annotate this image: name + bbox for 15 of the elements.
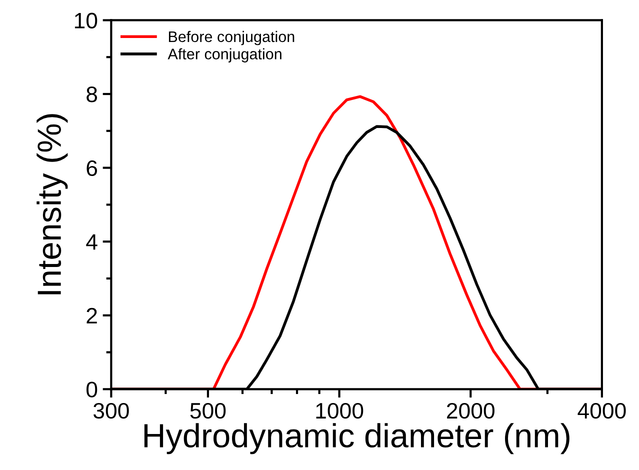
y-tick-label: 8 <box>86 86 98 102</box>
y-tick-label: 6 <box>86 160 98 176</box>
x-tick-label: 500 <box>190 402 226 419</box>
x-tick-label: 2000 <box>447 402 494 419</box>
legend-label: After conjugation <box>168 48 282 62</box>
x-tick-label: 300 <box>93 402 129 419</box>
x-tick-label: 4000 <box>578 402 626 419</box>
y-tick-label: 2 <box>86 308 97 324</box>
y-tick-label: 10 <box>74 12 98 28</box>
legend-label: Before conjugation <box>168 30 294 46</box>
x-tick-label: 1000 <box>316 402 364 419</box>
y-axis-title: Intensity (%) <box>36 114 68 294</box>
y-tick-label: 0 <box>86 382 98 398</box>
x-axis-title: Hydrodynamic diameter (nm) <box>144 423 570 454</box>
y-tick-label: 4 <box>86 234 98 250</box>
